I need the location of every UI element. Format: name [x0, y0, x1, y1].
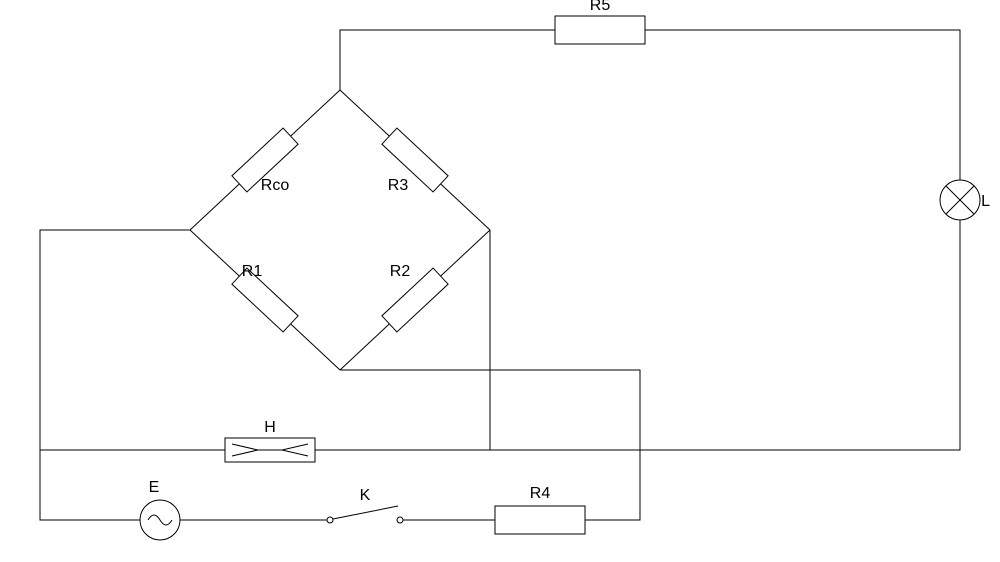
- label-h: H: [264, 419, 276, 436]
- wire-lamp-to-right-node: [490, 220, 960, 450]
- galvanometer-h: [225, 438, 315, 462]
- switch-k: [327, 506, 403, 523]
- label-r4: R4: [530, 485, 551, 502]
- circuit-diagram: Rco R3 R1 R2 R5 R4 H E K L: [0, 0, 1000, 562]
- label-k: K: [360, 487, 371, 504]
- wire-r5-to-lamp: [645, 30, 960, 180]
- wire-left-to-bottom-rail: [40, 230, 190, 520]
- label-rco: Rco: [261, 177, 290, 194]
- label-r2: R2: [390, 263, 411, 280]
- resistor-r4: [495, 506, 585, 534]
- label-e: E: [149, 479, 160, 496]
- label-r1: R1: [242, 263, 263, 280]
- wire-top-to-r5: [340, 30, 555, 90]
- label-r5: R5: [590, 0, 611, 14]
- label-r3: R3: [388, 177, 409, 194]
- lamp-l: [940, 180, 980, 220]
- label-l: L: [981, 193, 990, 210]
- resistor-r5: [555, 16, 645, 44]
